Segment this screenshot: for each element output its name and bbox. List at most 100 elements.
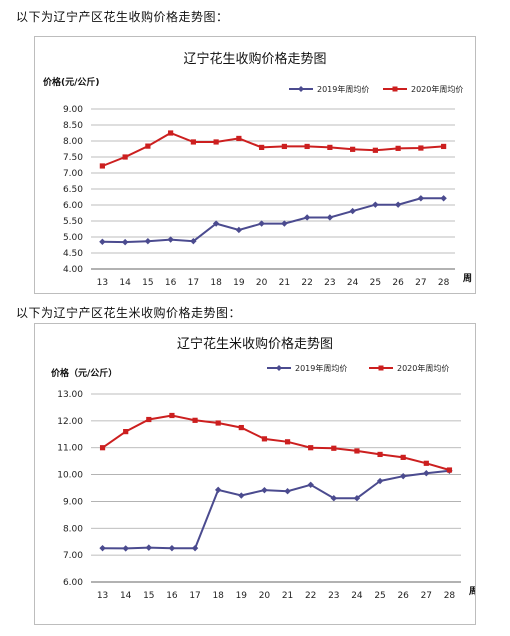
data-point-2020 — [146, 416, 152, 423]
x-tick-label: 23 — [328, 591, 339, 601]
data-point-2019 — [376, 477, 384, 485]
y-tick-label: 5.50 — [63, 217, 83, 227]
intro-text-peanut: 以下为辽宁产区花生收购价格走势图： — [16, 10, 229, 24]
x-tick-label: 15 — [143, 591, 154, 601]
data-point-2020 — [327, 144, 333, 150]
data-point-2020 — [145, 143, 151, 149]
data-point-2019 — [399, 472, 407, 480]
data-point-2019 — [121, 238, 129, 246]
x-tick-label: 24 — [351, 591, 363, 601]
legend-marker — [392, 86, 398, 92]
x-tick-label: 14 — [119, 278, 131, 288]
data-point-2019 — [191, 544, 199, 552]
x-tick-label: 19 — [236, 591, 248, 601]
data-point-2019 — [144, 237, 152, 245]
data-point-2019 — [423, 470, 430, 477]
data-point-2020 — [400, 454, 406, 460]
intro-text-kernel: 以下为辽宁产区花生米收购价格走势图： — [16, 306, 242, 320]
data-point-2020 — [395, 145, 401, 151]
data-point-2019 — [261, 486, 268, 494]
y-tick-label: 8.00 — [63, 524, 83, 534]
chart-title: 辽宁花生米收购价格走势图 — [177, 336, 333, 352]
data-point-2020 — [377, 451, 383, 458]
data-point-2020 — [168, 130, 174, 136]
x-tick-label: 22 — [305, 591, 316, 601]
data-point-2020 — [99, 163, 105, 169]
y-tick-label: 7.00 — [63, 551, 83, 561]
data-point-2020 — [331, 445, 337, 451]
data-point-2020 — [215, 420, 221, 426]
data-point-2020 — [423, 460, 429, 466]
data-point-2019 — [168, 544, 176, 552]
data-point-2020 — [259, 144, 265, 150]
legend-label: 2020年周均价 — [397, 363, 449, 373]
data-point-2019 — [440, 195, 447, 202]
data-point-2019 — [284, 488, 291, 495]
data-point-2020 — [304, 143, 310, 150]
x-tick-label: 19 — [233, 278, 245, 288]
data-point-2020 — [372, 147, 378, 153]
data-point-2019 — [99, 544, 106, 552]
data-point-2020 — [284, 439, 291, 445]
legend-marker — [276, 365, 282, 371]
data-point-2020 — [236, 135, 242, 142]
x-tick-label: 28 — [444, 591, 456, 601]
data-point-2019 — [214, 486, 222, 494]
data-point-2019 — [330, 495, 338, 502]
x-tick-label: 25 — [370, 278, 381, 288]
x-tick-label: 25 — [374, 591, 385, 601]
data-point-2020 — [350, 146, 356, 152]
series-line-2019年周均价 — [102, 197, 444, 244]
series-line-2020年周均价 — [102, 414, 450, 471]
y-tick-label: 4.50 — [63, 249, 83, 259]
data-point-2020 — [123, 429, 129, 435]
y-tick-label: 9.00 — [63, 497, 83, 507]
y-tick-label: 9.00 — [63, 105, 83, 115]
data-point-2020 — [441, 143, 447, 150]
data-point-2020 — [354, 448, 360, 454]
y-tick-label: 13.00 — [57, 390, 83, 400]
legend-label: 2020年周均价 — [411, 84, 463, 94]
y-tick-label: 8.50 — [63, 121, 83, 131]
y-tick-label: 7.50 — [63, 153, 83, 163]
x-tick-label: 16 — [165, 278, 177, 288]
data-point-2019 — [235, 226, 243, 234]
data-point-2019 — [122, 545, 129, 552]
y-tick-label: 10.00 — [57, 471, 83, 481]
data-point-2020 — [190, 139, 196, 145]
data-point-2019 — [258, 220, 265, 227]
x-tick-label: 24 — [347, 278, 359, 288]
y-tick-label: 6.00 — [63, 578, 83, 588]
y-tick-label: 8.00 — [63, 137, 83, 147]
x-tick-label: 22 — [301, 278, 312, 288]
data-point-2020 — [308, 445, 314, 451]
data-point-2019 — [99, 238, 106, 245]
x-tick-label: 13 — [97, 278, 108, 288]
x-tick-label: 20 — [256, 278, 268, 288]
x-tick-label: 17 — [188, 278, 199, 288]
data-point-2020 — [446, 467, 453, 473]
chart-title: 辽宁花生收购价格走势图 — [183, 51, 326, 67]
data-point-2020 — [213, 139, 219, 145]
data-point-2020 — [418, 145, 424, 151]
data-point-2019 — [303, 214, 311, 221]
data-point-2020 — [169, 412, 175, 419]
data-point-2020 — [281, 143, 287, 150]
data-point-2019 — [190, 237, 197, 245]
legend-label: 2019年周均价 — [295, 363, 347, 373]
data-point-2019 — [167, 236, 174, 243]
data-point-2019 — [238, 492, 245, 499]
x-tick-label: 20 — [259, 591, 271, 601]
data-point-2019 — [349, 207, 356, 215]
series-line-2020年周均价 — [102, 131, 444, 167]
x-tick-label: 21 — [279, 278, 290, 288]
x-tick-label: 26 — [392, 278, 404, 288]
data-point-2020 — [192, 417, 198, 423]
data-point-2019 — [326, 214, 334, 221]
x-tick-label: 16 — [166, 591, 178, 601]
data-point-2019 — [281, 220, 288, 227]
y-tick-label: 7.00 — [63, 169, 83, 179]
kernel-price-chart: 辽宁花生米收购价格走势图 价格（元/公斤） 6.00 7.00 8.00 9.00 10.0… — [34, 323, 476, 625]
